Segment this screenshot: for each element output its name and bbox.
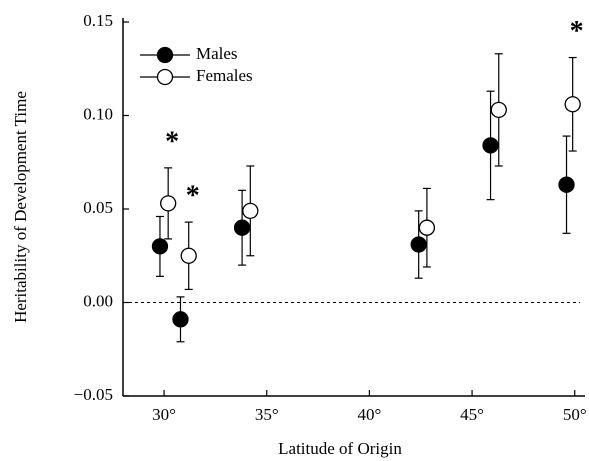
y-axis-label: Heritability of Development Time [11,91,30,323]
annotation: * [186,181,200,212]
point [180,247,197,264]
point [151,238,169,255]
x-tick-label: 35° [255,405,279,424]
point [160,195,177,212]
legend-label: Females [196,66,253,85]
point [482,137,499,154]
x-tick-label: 40° [357,405,381,424]
point [418,219,436,236]
annotation: * [570,16,584,47]
point [490,101,507,119]
point [233,219,251,236]
x-tick-label: 45° [460,405,484,424]
y-tick-label: 0.10 [83,104,113,123]
x-tick-label: 50° [563,405,587,424]
y-tick-label: 0.05 [83,198,113,217]
legend-label: Males [196,44,238,63]
y-tick-label: 0.15 [83,11,113,30]
x-tick-label: 30° [152,405,176,424]
y-tick-label: 0.00 [83,291,113,310]
point [410,236,427,253]
point [558,176,575,193]
legend-marker [156,46,174,64]
point [242,202,259,220]
legend-marker [156,68,174,86]
point [172,311,189,328]
annotation: * [165,126,179,157]
y-tick-label: −0.05 [74,385,113,404]
point [564,96,581,113]
x-axis-label: Latitude of Origin [278,439,402,458]
